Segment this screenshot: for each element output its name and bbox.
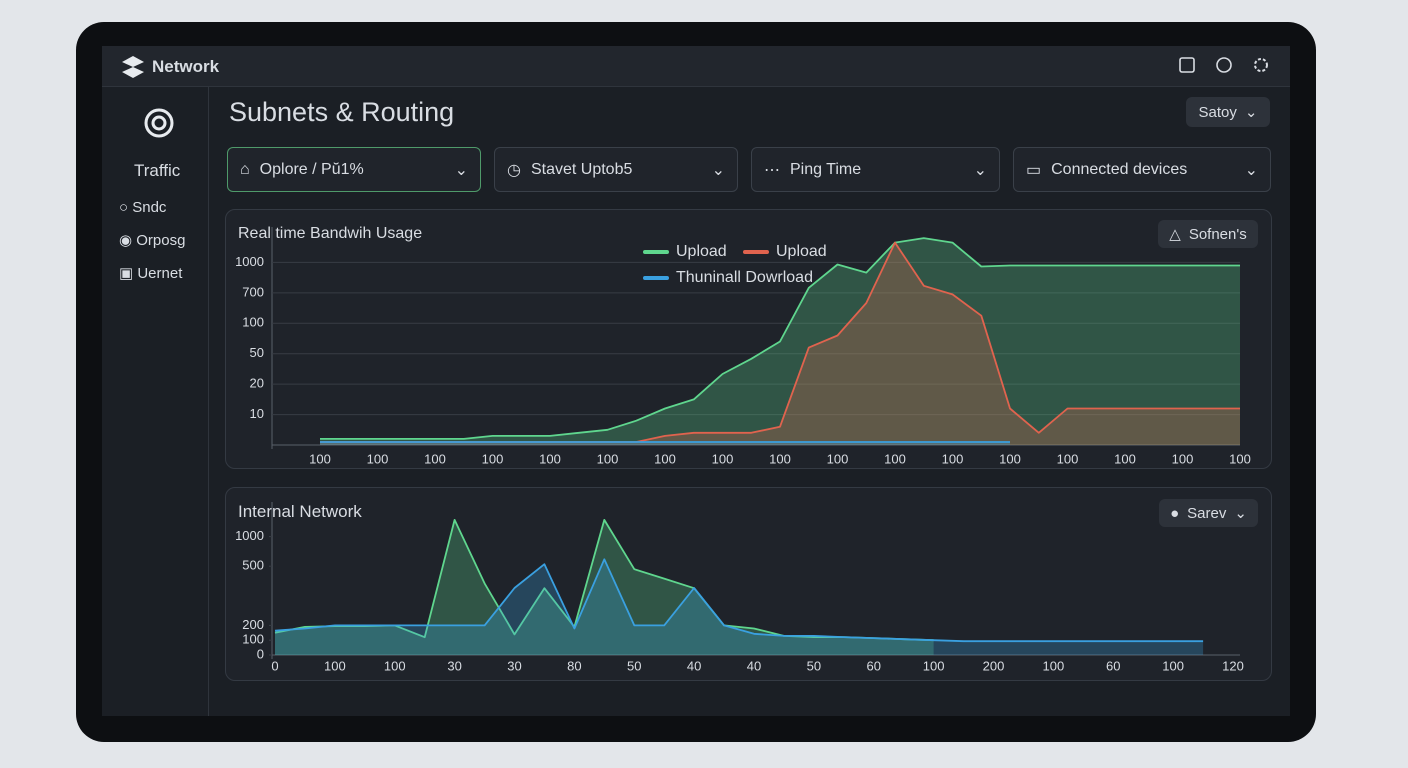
- sidebar-icon: [144, 108, 174, 138]
- chart-title: Internal Network: [238, 502, 362, 521]
- sidebar-title: Traffic: [134, 161, 181, 180]
- x-tick-label: 0: [271, 658, 278, 673]
- y-tick-label: 1000: [235, 528, 264, 543]
- x-tick-label: 100: [1057, 451, 1079, 466]
- chart-button-label: Sofnen's: [1188, 225, 1247, 243]
- x-tick-label: 200: [983, 658, 1005, 673]
- legend-label: Upload: [676, 243, 727, 260]
- area-fill: [275, 519, 934, 655]
- y-tick-label: 20: [250, 376, 264, 391]
- x-tick-label: 100: [539, 451, 561, 466]
- filter-label: Oplore / Pŭ1%: [259, 160, 364, 178]
- sidebar: [102, 87, 209, 716]
- x-tick-label: 40: [747, 658, 761, 673]
- filter-dropdown[interactable]: ▭ Connected devices ⌄: [1013, 147, 1271, 192]
- top-bar: [102, 46, 1290, 87]
- x-tick-label: 100: [1172, 451, 1194, 466]
- sidebar-item[interactable]: ○ Sndc: [119, 199, 167, 216]
- y-tick-label: 0: [257, 646, 264, 661]
- filter-dropdown[interactable]: ⌂ Oplore / Pŭ1% ⌄: [227, 147, 481, 192]
- x-tick-label: 100: [324, 658, 346, 673]
- chart-button-label: Sarev: [1187, 504, 1227, 522]
- y-tick-label: 1000: [235, 254, 264, 269]
- menu-label: Satoy: [1198, 103, 1237, 121]
- area-fill: [320, 242, 1240, 445]
- y-tick-label: 700: [242, 284, 264, 299]
- x-tick-label: 100: [1114, 451, 1136, 466]
- x-tick-label: 100: [884, 451, 906, 466]
- x-tick-label: 120: [1222, 658, 1244, 673]
- x-tick-label: 100: [384, 658, 406, 673]
- x-tick-label: 100: [712, 451, 734, 466]
- x-tick-label: 100: [942, 451, 964, 466]
- filter-dropdown[interactable]: ◷ Stavet Uptob5 ⌄: [494, 147, 738, 192]
- x-tick-label: 100: [654, 451, 676, 466]
- x-tick-label: 30: [447, 658, 461, 673]
- filter-label: Ping Time: [790, 160, 862, 178]
- sidebar-item-label: Orposg: [136, 232, 186, 249]
- top-icons[interactable]: [1176, 54, 1276, 76]
- x-tick-label: 40: [687, 658, 701, 673]
- x-tick-label: 100: [1162, 658, 1184, 673]
- x-tick-label: 100: [597, 451, 619, 466]
- x-tick-label: 50: [807, 658, 821, 673]
- x-tick-label: 100: [999, 451, 1021, 466]
- x-tick-label: 100: [827, 451, 849, 466]
- series-line: [274, 558, 1204, 643]
- legend-label: Upload: [776, 243, 827, 260]
- filter-label: Connected devices: [1051, 160, 1188, 178]
- x-tick-label: 50: [627, 658, 641, 673]
- brand-logo: [122, 56, 144, 78]
- sidebar-item-label: Sndc: [132, 199, 167, 216]
- chart-button[interactable]: ● Sarev ⌄: [1159, 499, 1258, 527]
- legend-label: Thuninall Dowrload: [676, 269, 813, 286]
- x-tick-label: 30: [507, 658, 521, 673]
- chart-button[interactable]: △ Sofnen's: [1158, 220, 1258, 248]
- x-tick-label: 100: [367, 451, 389, 466]
- x-tick-label: 100: [1229, 451, 1251, 466]
- y-tick-label: 10: [250, 406, 264, 421]
- x-tick-label: 100: [482, 451, 504, 466]
- filter-dropdown[interactable]: ⋯ Ping Time ⌄: [751, 147, 1000, 192]
- y-tick-label: 100: [242, 632, 264, 647]
- brand: Network: [152, 57, 220, 76]
- sidebar-item[interactable]: ▣ Uernet: [119, 265, 183, 282]
- page-title: Subnets & Routing: [229, 97, 455, 127]
- chart-title: Real time Bandwih Usage: [238, 225, 423, 242]
- y-tick-label: 100: [242, 315, 264, 330]
- x-tick-label: 100: [769, 451, 791, 466]
- sidebar-item[interactable]: ◉ Orposg: [119, 232, 186, 249]
- series-line: [320, 237, 1240, 440]
- menu-button[interactable]: Satoy ⌄: [1186, 97, 1270, 127]
- x-tick-label: 100: [923, 658, 945, 673]
- filter-label: Stavet Uptob5: [530, 160, 633, 178]
- chevron: ⌄: [1244, 104, 1258, 121]
- y-tick-label: 50: [250, 345, 264, 360]
- chart-panel: [225, 487, 1272, 681]
- x-tick-label: 80: [567, 658, 581, 673]
- x-tick-label: 100: [309, 451, 331, 466]
- x-tick-label: 60: [867, 658, 881, 673]
- y-tick-label: 200: [242, 617, 264, 632]
- area-fill: [275, 559, 1204, 655]
- y-tick-label: 500: [242, 558, 264, 573]
- x-tick-label: 60: [1106, 658, 1120, 673]
- x-tick-label: 100: [1043, 658, 1065, 673]
- sidebar-item-label: Uernet: [137, 265, 183, 282]
- x-tick-label: 100: [424, 451, 446, 466]
